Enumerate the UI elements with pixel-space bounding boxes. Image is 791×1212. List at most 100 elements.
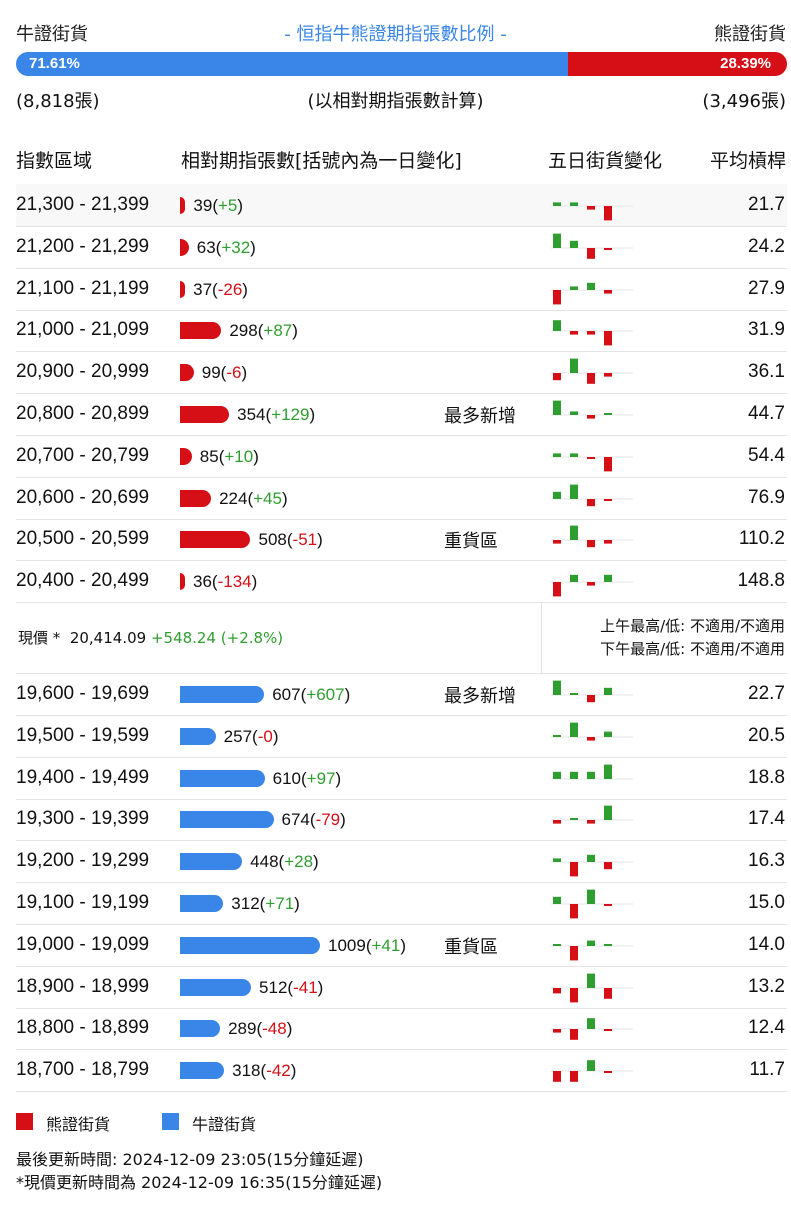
bear-label: 熊證街貨 (714, 24, 786, 45)
index-range: 19,400 - 19,499 (16, 766, 150, 788)
contracts-value: 607(+607) (272, 685, 351, 704)
mini-chart-bar (570, 358, 578, 374)
daily-change: +10 (224, 446, 254, 466)
column-header-5day-change: 五日街貨變化 (548, 150, 663, 172)
mini-chart-bar (553, 680, 561, 695)
index-range: 18,700 - 18,799 (16, 1059, 150, 1081)
table-row: 21,300 - 21,399 39(+5) 21.7 (16, 184, 787, 227)
average-leverage: 13.2 (748, 975, 785, 997)
daily-change: +607 (306, 685, 345, 704)
bear-legend-label: 熊證街貨 (46, 1115, 111, 1134)
contracts-count: 99 (201, 363, 221, 383)
index-range: 19,100 - 19,199 (16, 892, 150, 913)
average-leverage: 21.7 (748, 194, 785, 215)
mini-chart-bar (553, 320, 561, 332)
contracts-value: 257(-0) (223, 726, 279, 746)
mini-chart-bar (604, 943, 612, 946)
table-row: 19,100 - 19,199 312(+71) 15.0 (16, 882, 787, 925)
contracts-value: 610(+97) (272, 768, 342, 788)
mini-chart-bar (604, 731, 612, 737)
five-day-change-chart (551, 233, 633, 259)
current-price-label: 現價 * (18, 629, 61, 647)
table-row: 19,000 - 19,099 1009(+41) 重貨區 14.0 (16, 924, 787, 967)
index-range: 20,700 - 20,799 (16, 444, 150, 466)
daily-change: -134 (217, 572, 252, 592)
daily-change: +87 (263, 321, 293, 341)
mini-chart-bar (553, 771, 561, 779)
mini-chart-bar (604, 540, 612, 544)
contracts-count: 85 (199, 446, 219, 466)
last-updated: 最後更新時間: 2024-12-09 23:05(15分鐘延遲) (16, 1150, 364, 1169)
divider (541, 603, 542, 673)
current-price: 現價 * 20,414.09 +548.24 (+2.8%) (18, 627, 283, 648)
contracts-count: 37 (193, 279, 213, 299)
daily-change: +5 (218, 196, 238, 215)
contracts-value: 674(-79) (281, 810, 346, 830)
daily-change: +32 (221, 237, 251, 257)
contracts-value: 85(+10) (199, 446, 259, 466)
index-range: 18,800 - 18,899 (16, 1017, 150, 1039)
table-row: 19,200 - 19,299 448(+28) 16.3 (16, 840, 787, 884)
contracts-count: 63 (196, 237, 216, 257)
mini-chart-bar (604, 862, 612, 870)
current-price-row: 現價 * 20,414.09 +548.24 (+2.8%) 上午最高/低: 不… (16, 603, 787, 674)
mini-chart-bar (587, 206, 595, 210)
mini-chart-bar (553, 943, 561, 946)
table-row: 21,100 - 21,199 37(-26) 27.9 (16, 268, 787, 311)
mini-chart-bar (587, 771, 595, 779)
mini-chart-bar (604, 331, 612, 346)
mini-chart-bar (570, 945, 578, 961)
index-range: 21,300 - 21,399 (16, 194, 150, 215)
contracts-count: 36 (193, 572, 212, 592)
table-row: 19,500 - 19,599 257(-0) 20.5 (16, 715, 787, 758)
contracts-count: 448 (250, 852, 279, 872)
five-day-change-chart (551, 764, 633, 780)
zone-tag: 最多新增 (444, 406, 516, 427)
average-leverage: 148.8 (737, 570, 785, 592)
mini-chart-bar (587, 247, 595, 259)
contracts-count: 312 (231, 894, 260, 913)
five-day-change-chart (551, 680, 633, 703)
contracts-value: 512(-41) (259, 977, 324, 997)
bull-legend-swatch (162, 1113, 179, 1130)
index-range: 19,600 - 19,699 (16, 683, 150, 704)
mini-chart-bar (604, 574, 612, 583)
contracts-bar (180, 322, 222, 340)
five-day-change-chart (551, 722, 633, 741)
mini-chart-bar (604, 1071, 612, 1074)
daily-change: +45 (253, 488, 282, 508)
contracts-bar (180, 727, 216, 745)
table-row: 18,800 - 18,899 289(-48) 12.4 (16, 1007, 787, 1051)
table-row: 19,300 - 19,399 674(-79) 17.4 (16, 798, 787, 842)
mini-chart-bar (604, 456, 612, 472)
mini-chart-bar (553, 1029, 561, 1033)
mini-chart-bar (604, 247, 612, 250)
contracts-bar (180, 895, 224, 912)
contracts-count: 354 (237, 405, 266, 424)
table-row: 20,900 - 20,999 99(-6) 36.1 (16, 351, 787, 395)
mini-chart-bar (587, 331, 595, 335)
contracts-value: 508(-51) (258, 530, 323, 550)
am-high-low: 上午最高/低: 不適用/不適用 (600, 617, 785, 635)
mini-chart-bar (587, 456, 595, 459)
mini-chart-bar (553, 400, 561, 415)
mini-chart-bar (570, 525, 578, 541)
mini-chart-bar (570, 453, 578, 457)
column-header-contracts: 相對期指張數[括號內為一日變化] (181, 150, 462, 172)
contracts-count: 508 (258, 530, 287, 550)
table-row: 20,700 - 20,799 85(+10) 54.4 (16, 435, 787, 478)
mini-chart-bar (604, 687, 612, 695)
mini-chart-bar (587, 582, 595, 586)
mini-chart-bar (587, 282, 595, 290)
daily-change: -41 (293, 977, 318, 997)
contracts-value: 289(-48) (228, 1019, 293, 1039)
average-leverage: 17.4 (748, 808, 785, 830)
mini-chart-bar (553, 820, 561, 824)
five-day-change-chart (551, 525, 633, 548)
average-leverage: 44.7 (748, 403, 785, 424)
table-row: 21,200 - 21,299 63(+32) 24.2 (16, 226, 787, 269)
five-day-change-chart (551, 358, 633, 384)
bull-ratio-segment: 71.61% (16, 52, 569, 76)
mini-chart-bar (553, 1071, 561, 1082)
mini-chart-bar (553, 540, 561, 544)
